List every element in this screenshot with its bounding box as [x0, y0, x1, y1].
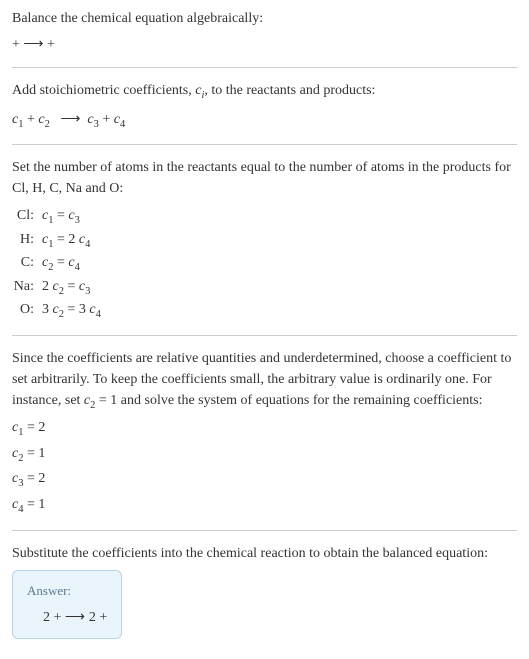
atom-label: Cl: — [12, 205, 42, 226]
coeff-val: = 2 — [23, 471, 45, 486]
stoich-text: Add stoichiometric coefficients, ci, to … — [12, 80, 517, 104]
final-section: Substitute the coefficients into the che… — [12, 543, 517, 640]
intro-reaction-arrow: ⟶ — [23, 35, 43, 51]
atom-row: O:3 c2 = 3 c4 — [12, 299, 517, 323]
coeff-row: c3 = 2 — [12, 468, 517, 492]
atom-equation: 2 c2 = c3 — [42, 276, 517, 300]
coeff-list: c1 = 2c2 = 1c3 = 2c4 = 1 — [12, 417, 517, 517]
answer-eq-arrow: ⟶ — [65, 608, 89, 624]
coeff-val: = 2 — [23, 420, 45, 435]
atom-label: H: — [12, 229, 42, 250]
atom-row: H:c1 = 2 c4 — [12, 229, 517, 253]
intro-section: Balance the chemical equation algebraica… — [12, 8, 517, 55]
atom-eq-sign: = — [64, 279, 79, 294]
final-text: Substitute the coefficients into the che… — [12, 543, 517, 564]
atom-label: Na: — [12, 276, 42, 297]
atom-equation: c2 = c4 — [42, 252, 517, 276]
solve-section: Since the coefficients are relative quan… — [12, 348, 517, 518]
atom-rhs-sub: 4 — [85, 238, 90, 249]
stoich-prefix: Add stoichiometric coefficients, — [12, 83, 195, 98]
atoms-table: Cl:c1 = c3H:c1 = 2 c4C:c2 = c4Na:2 c2 = … — [12, 205, 517, 323]
atom-equation: 3 c2 = 3 c4 — [42, 299, 517, 323]
intro-reaction: + ⟶ + — [12, 33, 517, 55]
atom-label: O: — [12, 299, 42, 320]
atom-eq-sign: = — [53, 208, 68, 223]
atom-row: Na:2 c2 = c3 — [12, 276, 517, 300]
stoich-c4-sub: 4 — [120, 118, 125, 129]
stoich-c2-sub: 2 — [45, 118, 50, 129]
atom-rhs-sub: 3 — [85, 286, 90, 297]
atom-row: Cl:c1 = c3 — [12, 205, 517, 229]
divider — [12, 67, 517, 68]
atom-equation: c1 = 2 c4 — [42, 229, 517, 253]
atom-row: C:c2 = c4 — [12, 252, 517, 276]
answer-equation: 2 + ⟶ 2 + — [27, 606, 107, 628]
solve-p2: = 1 and solve the system of equations fo… — [95, 393, 482, 408]
atom-eq-sign: = — [64, 302, 79, 317]
stoich-c1-sub: 1 — [18, 118, 23, 129]
atom-equation: c1 = c3 — [42, 205, 517, 229]
atom-lhs-coeff: 3 — [42, 302, 53, 317]
coeff-val: = 1 — [23, 497, 45, 512]
divider — [12, 144, 517, 145]
divider — [12, 530, 517, 531]
answer-box: Answer: 2 + ⟶ 2 + — [12, 570, 122, 640]
stoich-suffix: , to the reactants and products: — [204, 83, 375, 98]
atom-eq-sign: = — [53, 232, 68, 247]
answer-label: Answer: — [27, 581, 107, 601]
divider — [12, 335, 517, 336]
stoich-c3-sub: 3 — [94, 118, 99, 129]
atom-rhs-sub: 4 — [75, 262, 80, 273]
stoich-plus2: + — [102, 112, 113, 127]
stoich-section: Add stoichiometric coefficients, ci, to … — [12, 80, 517, 132]
stoich-plus1: + — [27, 112, 38, 127]
stoich-equation: c1 + c2 ⟶ c3 + c4 — [12, 108, 517, 133]
atoms-intro: Set the number of atoms in the reactants… — [12, 157, 517, 199]
coeff-row: c2 = 1 — [12, 443, 517, 467]
answer-eq-right: 2 + — [89, 610, 107, 625]
atom-rhs-coeff: 2 — [68, 232, 79, 247]
atom-rhs-sub: 3 — [75, 215, 80, 226]
atom-eq-sign: = — [53, 255, 68, 270]
intro-reaction-right: + — [47, 37, 55, 52]
coeff-row: c1 = 2 — [12, 417, 517, 441]
coeff-row: c4 = 1 — [12, 494, 517, 518]
atom-rhs-coeff: 3 — [79, 302, 90, 317]
intro-reaction-left: + — [12, 37, 23, 52]
intro-line1: Balance the chemical equation algebraica… — [12, 8, 517, 29]
atoms-section: Set the number of atoms in the reactants… — [12, 157, 517, 323]
stoich-arrow: ⟶ — [60, 110, 80, 126]
atom-rhs-sub: 4 — [96, 309, 101, 320]
atom-label: C: — [12, 252, 42, 273]
answer-eq-left: 2 + — [43, 610, 65, 625]
atom-lhs-coeff: 2 — [42, 279, 53, 294]
coeff-val: = 1 — [23, 446, 45, 461]
solve-text: Since the coefficients are relative quan… — [12, 348, 517, 414]
